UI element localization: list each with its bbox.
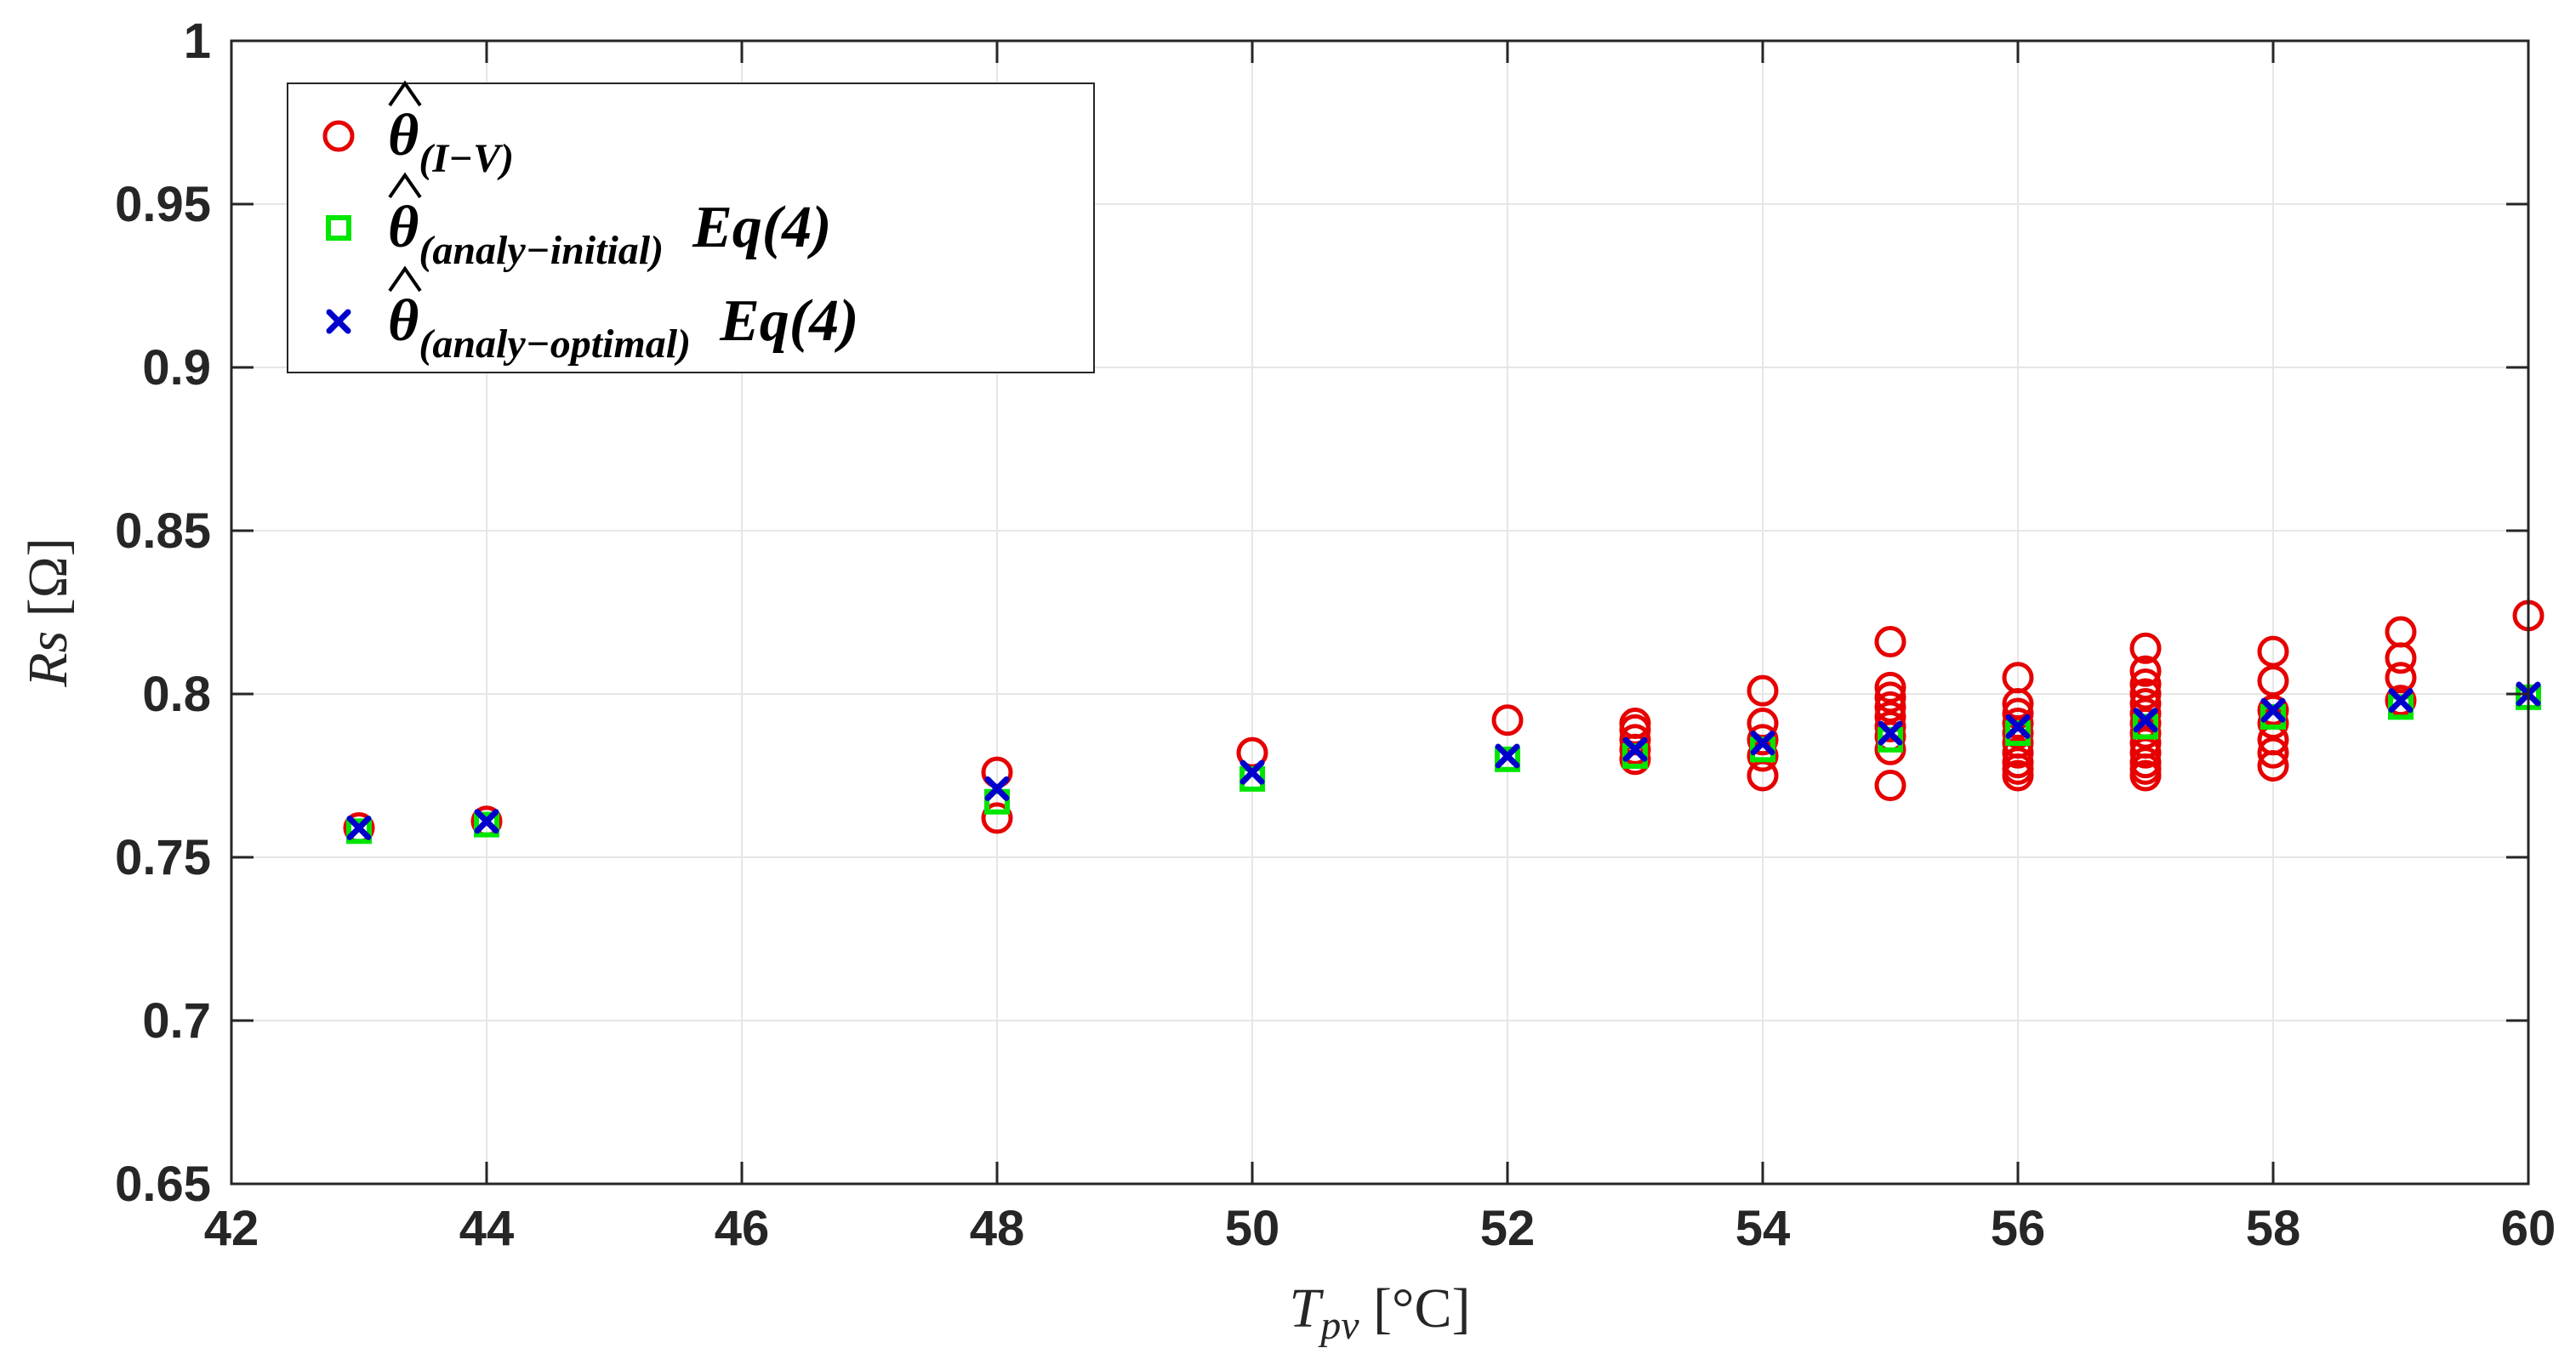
data-point [1750, 731, 1775, 756]
legend-marker [326, 309, 351, 334]
data-point [346, 815, 372, 840]
legend-box [287, 82, 1095, 373]
legend-label: θ(I−V) [388, 103, 514, 181]
data-point [2257, 665, 2289, 697]
legend-entry: θ(I−V) [322, 80, 514, 181]
data-point [2388, 688, 2414, 714]
data-point [1878, 720, 1903, 746]
data-point [2129, 655, 2162, 687]
data-point [2129, 668, 2162, 700]
data-point [2133, 708, 2158, 733]
data-point [1747, 674, 1779, 707]
hat-accent [388, 265, 422, 293]
data-point [2005, 714, 2031, 739]
axis-ticks: 42 44 46 48 50 52 54 56 58 60 0.65 0.7 0.75 0.8 0.85 0.… [115, 14, 2556, 1256]
legend-marker [326, 215, 351, 241]
data-point [2385, 662, 2417, 694]
data-point [2129, 727, 2162, 759]
data-point [1491, 704, 1524, 737]
y-tick-label: 1 [184, 14, 211, 69]
y-tick-label: 0.65 [115, 1157, 211, 1212]
legend-marker [322, 120, 355, 152]
data-point [1874, 770, 1906, 802]
data-point [2385, 616, 2417, 648]
data-point [2260, 697, 2286, 723]
data-point [1240, 759, 1265, 785]
data-point [1495, 746, 1520, 772]
data-point [1874, 710, 1906, 742]
data-point [1619, 708, 1651, 740]
data-point [2002, 662, 2034, 694]
data-point [1874, 691, 1906, 723]
legend-entry: θ(analy−optimal) Eq(4) [326, 265, 858, 367]
y-tick-label: 0.85 [115, 503, 211, 559]
y-tick-label: 0.9 [142, 340, 211, 395]
data-point [981, 802, 1013, 834]
data-point [2129, 632, 2162, 664]
hat-accent [388, 80, 422, 107]
data-point [984, 776, 1010, 801]
legend: θ(I−V) θ(analy−initial) Eq(4) θ(analy−optim… [287, 80, 1095, 373]
axes-box [230, 39, 2530, 1186]
data-point [2385, 685, 2417, 717]
data-point [2002, 747, 2034, 779]
data-point [346, 818, 372, 845]
series-x [346, 681, 2541, 840]
legend-entry: θ(analy−initial) Eq(4) [326, 172, 831, 273]
y-axis-label: Rs [Ω] [17, 537, 79, 688]
data-point [1747, 724, 1779, 756]
data-point [1874, 671, 1906, 703]
x-tick-label: 50 [1225, 1201, 1280, 1256]
x-tick-label: 54 [1735, 1201, 1791, 1256]
data-point [1874, 626, 1906, 658]
data-point [1874, 681, 1906, 714]
data-point [2257, 737, 2289, 769]
y-tick-label: 0.8 [142, 667, 211, 722]
data-point [2002, 717, 2034, 749]
y-tick-label: 0.95 [115, 177, 211, 232]
data-point [1495, 743, 1520, 769]
data-point [1622, 737, 1648, 762]
data-point [2129, 678, 2162, 710]
y-tick-label: 0.7 [142, 993, 211, 1049]
data-point [2129, 747, 2162, 779]
x-tick-label: 58 [2246, 1201, 2301, 1256]
data-point [474, 811, 499, 838]
hat-accent [388, 172, 422, 199]
data-point [2257, 694, 2289, 726]
y-tick-label: 0.75 [115, 830, 211, 885]
x-tick-label: 42 [204, 1201, 259, 1256]
x-tick-label: 48 [970, 1201, 1025, 1256]
data-point [2129, 697, 2162, 730]
x-tick-label: 46 [715, 1201, 770, 1256]
series-circle [343, 600, 2545, 844]
x-tick-label: 60 [2501, 1201, 2556, 1256]
legend-label: θ(analy−initial) Eq(4) [388, 195, 831, 273]
x-axis-label: Tpv [°C] [1290, 1277, 1471, 1348]
data-point [2002, 708, 2034, 740]
data-point [2002, 737, 2034, 769]
legend-label: θ(analy−optimal) Eq(4) [388, 288, 858, 367]
x-tick-label: 56 [1991, 1201, 2046, 1256]
x-tick-label: 52 [1480, 1201, 1536, 1256]
x-tick-label: 44 [459, 1201, 515, 1256]
data-point [2257, 635, 2289, 668]
data-point [474, 809, 499, 834]
data-marks [343, 600, 2545, 845]
